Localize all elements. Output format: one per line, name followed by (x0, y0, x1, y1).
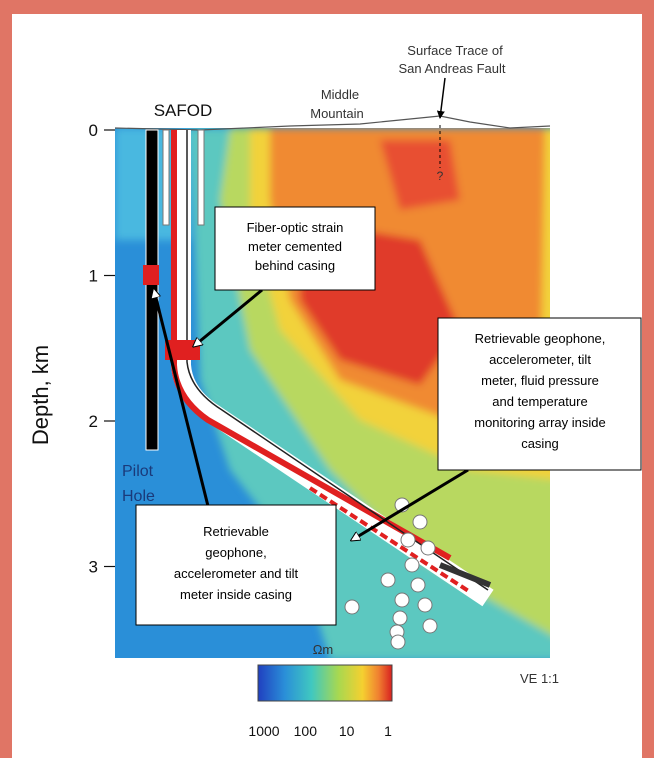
callout-text: meter cemented (248, 239, 342, 254)
colorbar-label: 10 (339, 723, 355, 739)
tick-label: 1 (89, 267, 98, 286)
fault-label: Surface Trace of (407, 43, 503, 58)
callout-text: and temperature (492, 394, 587, 409)
tick-label: 2 (89, 412, 98, 431)
callout: Retrievable geophone, accelerometer, til… (438, 318, 641, 470)
diagram: SAFOD Middle Mountain Surface Trace of S… (0, 0, 654, 758)
callout: Retrievable geophone, accelerometer and … (136, 505, 336, 625)
pilot-label: Hole (122, 488, 155, 505)
callout-text: accelerometer and tilt (174, 566, 299, 581)
callout-text: monitoring array inside (474, 415, 606, 430)
pilot-sensor (143, 265, 159, 285)
callout-text: behind casing (255, 258, 335, 273)
callout-text: Retrievable geophone, (475, 331, 606, 346)
tick-label: 0 (89, 121, 98, 140)
ve-label: VE 1:1 (520, 671, 559, 686)
callout-text: geophone, (205, 545, 266, 560)
callout-text: casing (521, 436, 559, 451)
callout-text: Retrievable (203, 524, 269, 539)
pilot-label: Pilot (122, 463, 154, 480)
colorbar-unit: Ωm (313, 642, 334, 657)
safod-label: SAFOD (154, 101, 213, 120)
casing (198, 130, 204, 225)
casing (163, 130, 169, 225)
place-label: Mountain (310, 106, 363, 121)
tick-label: 3 (89, 558, 98, 577)
callout-text: Fiber-optic strain (247, 220, 344, 235)
colorbar-label: 1 (384, 723, 392, 739)
place-label: Middle (321, 87, 359, 102)
pilot-hole (146, 130, 158, 450)
colorbar-label: 1000 (248, 723, 279, 739)
callout-text: meter inside casing (180, 587, 292, 602)
callout-text: accelerometer, tilt (489, 352, 591, 367)
colorbar-label: 100 (294, 723, 318, 739)
axis-title: Depth, km (28, 345, 53, 445)
fault-label: San Andreas Fault (399, 61, 506, 76)
colorbar (258, 665, 392, 701)
callout-text: meter, fluid pressure (481, 373, 599, 388)
fault-question: ? (437, 169, 444, 183)
callout: Fiber-optic strain meter cemented behind… (215, 207, 375, 290)
